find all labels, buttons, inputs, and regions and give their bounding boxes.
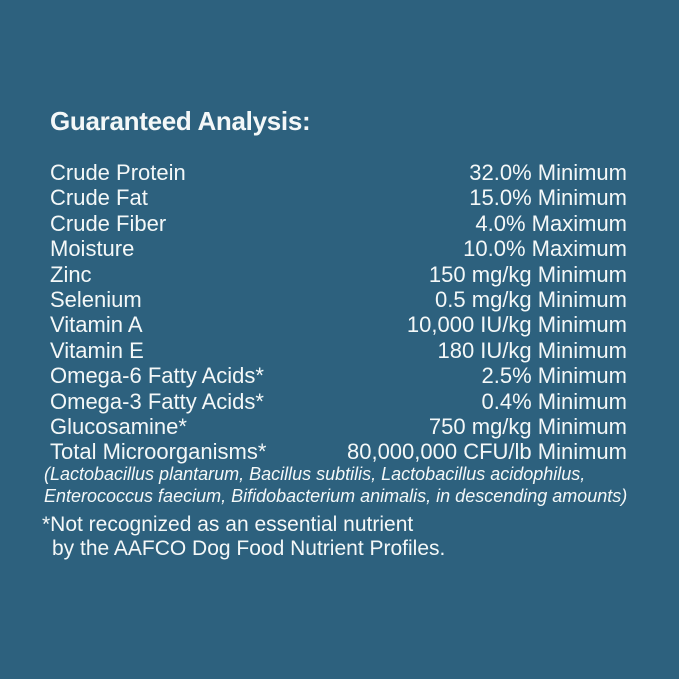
analysis-row: Omega-3 Fatty Acids* 0.4% Minimum (50, 389, 627, 414)
nutrient-name: Zinc (50, 261, 92, 287)
nutrient-name: Omega-3 Fatty Acids* (50, 388, 264, 414)
nutrient-name: Moisture (50, 236, 135, 262)
nutrient-name: Selenium (50, 287, 142, 313)
species-note-line-1: (Lactobacillus plantarum, Bacillus subti… (44, 464, 586, 484)
nutrient-name: Omega-6 Fatty Acids* (50, 363, 264, 389)
microorganisms-species-note: (Lactobacillus plantarum, Bacillus subti… (44, 464, 634, 507)
species-note-line-2: Enterococcus faecium, Bifidobacterium an… (44, 485, 628, 506)
footnote-line-2: by the AAFCO Dog Food Nutrient Profiles. (52, 537, 446, 560)
nutrient-value: 0.4% Minimum (481, 388, 627, 414)
nutrient-name: Crude Protein (50, 160, 186, 185)
nutrient-value: 180 IU/kg Minimum (437, 337, 627, 363)
nutrient-name: Vitamin E (50, 337, 144, 363)
nutrient-value: 2.5% Minimum (481, 363, 627, 389)
section-title: Guaranteed Analysis: (50, 106, 311, 136)
nutrient-name: Crude Fiber (50, 210, 167, 236)
nutrient-value: 80,000,000 CFU/lb Minimum (346, 439, 627, 465)
analysis-row: Omega-6 Fatty Acids* 2.5% Minimum (50, 363, 627, 388)
nutrient-value: 150 mg/kg Minimum (428, 261, 627, 287)
analysis-row: Moisture 10.0% Maximum (50, 236, 627, 261)
analysis-row: Vitamin A 10,000 IU/kg Minimum (50, 312, 627, 337)
analysis-row: Vitamin E 180 IU/kg Minimum (50, 338, 627, 363)
analysis-row: Crude Protein 32.0% Minimum (50, 160, 627, 185)
aafco-footnote: *Not recognized as an essential nutrient… (42, 513, 602, 561)
nutrient-value: 32.0% Minimum (469, 160, 627, 185)
analysis-row: Zinc 150 mg/kg Minimum (50, 262, 627, 287)
nutrient-value: 750 mg/kg Minimum (428, 414, 627, 440)
nutrient-value: 15.0% Minimum (469, 185, 627, 211)
nutrient-value: 0.5 mg/kg Minimum (435, 287, 627, 313)
nutrient-name: Vitamin A (50, 312, 143, 338)
analysis-row: Selenium 0.5 mg/kg Minimum (50, 287, 627, 312)
footnote-line-1: *Not recognized as an essential nutrient (42, 513, 414, 536)
analysis-row: Total Microorganisms* 80,000,000 CFU/lb … (50, 439, 627, 464)
analysis-row: Crude Fat 15.0% Minimum (50, 185, 627, 210)
analysis-table: Crude Protein 32.0% Minimum Crude Fat 15… (50, 160, 627, 465)
nutrient-name: Glucosamine* (50, 414, 187, 440)
nutrient-value: 4.0% Maximum (475, 210, 627, 236)
analysis-row: Crude Fiber 4.0% Maximum (50, 211, 627, 236)
nutrient-value: 10,000 IU/kg Minimum (406, 312, 627, 338)
nutrient-name: Crude Fat (50, 185, 148, 211)
analysis-row: Glucosamine* 750 mg/kg Minimum (50, 414, 627, 439)
nutrient-name: Total Microorganisms* (50, 439, 267, 465)
nutrient-value: 10.0% Maximum (463, 236, 627, 262)
